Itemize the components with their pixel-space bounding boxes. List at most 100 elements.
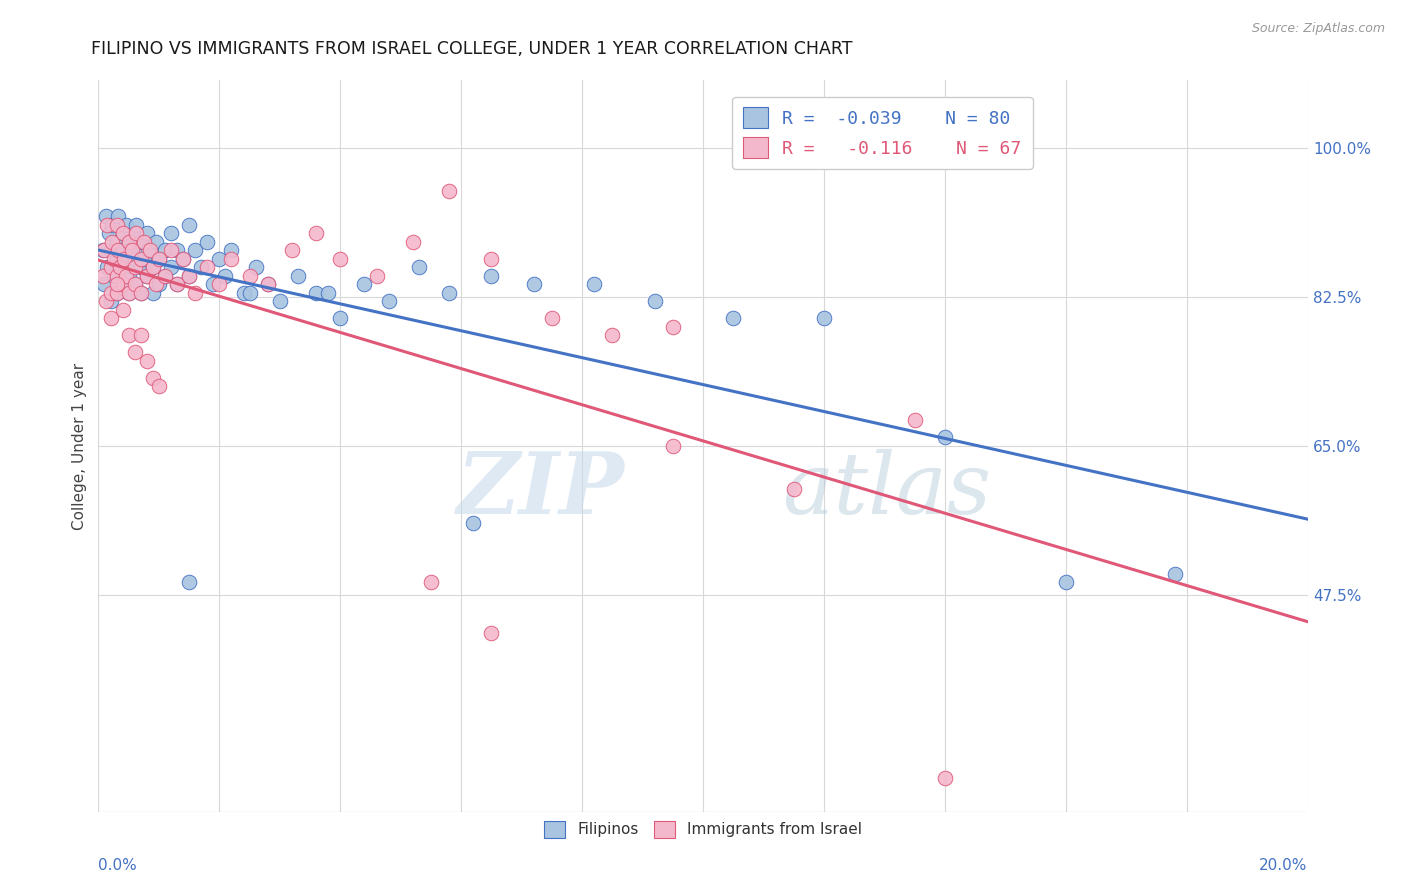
Point <box>305 285 328 300</box>
Point <box>232 285 254 300</box>
Text: FILIPINO VS IMMIGRANTS FROM ISRAEL COLLEGE, UNDER 1 YEAR CORRELATION CHART: FILIPINO VS IMMIGRANTS FROM ISRAEL COLLE… <box>91 40 853 58</box>
Point <box>148 252 170 266</box>
Point <box>124 277 146 292</box>
Point <box>124 227 146 241</box>
Point <box>481 268 503 283</box>
Point <box>540 311 562 326</box>
Point <box>105 252 128 266</box>
Point <box>281 244 304 258</box>
Point <box>108 260 131 275</box>
Point <box>256 277 278 292</box>
Point <box>112 252 135 266</box>
Point <box>172 252 194 266</box>
Point <box>107 210 129 224</box>
Point <box>172 252 194 266</box>
Point <box>160 244 183 258</box>
Point <box>105 218 128 232</box>
Point <box>934 430 956 444</box>
Text: Source: ZipAtlas.com: Source: ZipAtlas.com <box>1251 22 1385 36</box>
Point <box>166 244 188 258</box>
Point <box>118 285 141 300</box>
Point <box>112 252 135 266</box>
Text: 0.0%: 0.0% <box>98 858 138 873</box>
Point <box>94 210 117 224</box>
Point <box>463 516 485 530</box>
Point <box>129 328 152 343</box>
Point <box>111 244 134 258</box>
Point <box>239 268 262 283</box>
Point <box>96 260 118 275</box>
Point <box>208 252 231 266</box>
Point <box>129 252 152 266</box>
Point <box>408 260 430 275</box>
Point <box>195 260 218 275</box>
Point <box>166 277 188 292</box>
Point <box>723 311 745 326</box>
Point <box>135 354 157 368</box>
Point <box>103 268 125 283</box>
Point <box>195 235 218 249</box>
Point <box>135 268 157 283</box>
Point <box>98 227 121 241</box>
Point <box>179 575 201 590</box>
Point <box>184 244 207 258</box>
Point <box>132 252 155 266</box>
Point <box>661 439 683 453</box>
Point <box>142 371 165 385</box>
Point <box>105 277 128 292</box>
Point <box>100 285 122 300</box>
Point <box>214 268 236 283</box>
Point <box>148 252 170 266</box>
Point <box>100 218 122 232</box>
Point <box>160 227 183 241</box>
Point <box>269 294 291 309</box>
Point <box>111 302 134 317</box>
Point <box>100 244 122 258</box>
Point <box>105 285 128 300</box>
Text: 20.0%: 20.0% <box>1260 858 1308 873</box>
Point <box>129 285 152 300</box>
Point <box>100 311 122 326</box>
Point <box>160 260 183 275</box>
Point <box>118 328 141 343</box>
Point <box>153 244 176 258</box>
Point <box>783 482 806 496</box>
Point <box>108 260 131 275</box>
Point <box>100 260 122 275</box>
Point <box>111 277 134 292</box>
Point <box>125 227 148 241</box>
Point <box>153 268 176 283</box>
Point <box>148 379 170 393</box>
Point <box>129 235 152 249</box>
Point <box>129 285 152 300</box>
Point <box>661 320 683 334</box>
Point <box>179 218 201 232</box>
Point <box>239 285 262 300</box>
Point <box>118 285 141 300</box>
Point <box>103 252 125 266</box>
Point <box>934 771 956 785</box>
Point <box>93 244 115 258</box>
Point <box>287 268 309 283</box>
Point <box>111 227 134 241</box>
Point <box>245 260 267 275</box>
Point <box>179 268 201 283</box>
Point <box>100 294 122 309</box>
Point <box>904 413 927 427</box>
Point <box>316 285 339 300</box>
Point <box>437 184 460 198</box>
Y-axis label: College, Under 1 year: College, Under 1 year <box>72 362 87 530</box>
Point <box>329 311 352 326</box>
Point <box>132 235 155 249</box>
Point <box>136 244 159 258</box>
Point <box>481 252 503 266</box>
Point <box>142 260 165 275</box>
Point <box>114 268 136 283</box>
Point <box>105 235 128 249</box>
Point <box>420 575 443 590</box>
Point <box>377 294 399 309</box>
Point <box>305 227 328 241</box>
Point <box>190 260 212 275</box>
Point <box>1054 575 1077 590</box>
Point <box>523 277 546 292</box>
